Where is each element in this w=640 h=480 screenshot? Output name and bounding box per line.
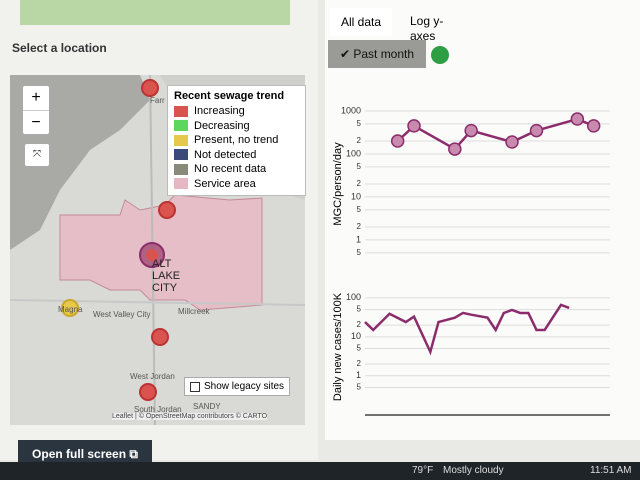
legend-label: Increasing [194, 105, 245, 118]
y-tick-label: 2 [357, 179, 362, 188]
legend-swatch [174, 178, 188, 190]
map-legend: Recent sewage trend Increasing Decreasing… [167, 85, 306, 196]
site-marker[interactable] [139, 383, 157, 401]
zoom-in[interactable]: + [23, 86, 49, 111]
toggle-knob[interactable] [431, 46, 449, 64]
legend-item: Not detected [174, 148, 299, 163]
y-tick-label: 5 [357, 344, 362, 353]
data-point [390, 134, 405, 148]
right-panel [325, 0, 640, 440]
data-line [364, 303, 570, 356]
legend-item: No recent data [174, 162, 299, 177]
legend-title: Recent sewage trend [174, 90, 285, 102]
top-banner [20, 0, 290, 25]
site-marker[interactable] [151, 328, 169, 346]
y-axis-title: Daily new cases/100K [332, 292, 344, 401]
site-marker[interactable] [158, 201, 176, 219]
legend-swatch [174, 163, 188, 175]
legend-swatch [174, 134, 188, 146]
data-point [586, 119, 601, 133]
open-full-screen-button[interactable]: Open full screen ⧉ [18, 440, 152, 466]
y-tick-label: 2 [357, 222, 362, 231]
button-label: Open full screen [32, 447, 127, 461]
place-label: South Jordan [134, 405, 182, 414]
clock: 11:51 AM [590, 465, 632, 476]
data-line [396, 117, 595, 151]
legacy-checkbox[interactable]: Show legacy sites [184, 377, 291, 396]
data-point [464, 123, 478, 138]
y-tick-label: 5 [357, 383, 362, 392]
place-label: Millcreek [178, 307, 210, 316]
y-tick-label: 100 [346, 148, 361, 158]
y-axis-title: MGC/person/day [332, 142, 344, 226]
data-point [505, 135, 519, 149]
site-marker[interactable] [61, 299, 79, 317]
y-tick-label: 1 [356, 370, 361, 380]
legend-label: No recent data [194, 163, 267, 176]
y-tick-label: 2 [357, 136, 362, 145]
data-point [529, 123, 544, 138]
tab-log-axes[interactable]: Log y-axes [410, 14, 444, 43]
y-tick-label: 5 [357, 248, 362, 257]
data-point [407, 119, 421, 133]
data-point [570, 112, 585, 126]
legend-swatch [174, 105, 188, 117]
legend-label: Present, no trend [194, 134, 279, 147]
y-tick-label: 5 [357, 205, 362, 214]
weather-condition: Mostly cloudy [443, 465, 504, 476]
site-marker[interactable] [141, 79, 159, 97]
road [9, 299, 306, 306]
attribution: Leaflet | © OpenStreetMap contributors ©… [112, 413, 268, 420]
data-point [448, 142, 462, 156]
taskbar: 79°F Mostly cloudy 11:51 AM [0, 462, 640, 480]
checkbox[interactable] [190, 381, 200, 392]
legend-label: Service area [194, 177, 256, 190]
past-month-button[interactable]: ✔ Past month [328, 40, 426, 68]
y-tick-label: 100 [346, 292, 361, 302]
legend-item: Present, no trend [174, 133, 299, 148]
y-tick-label: 5 [357, 162, 362, 171]
weather-temp: 79°F [412, 465, 434, 476]
legend-label: Decreasing [194, 119, 250, 132]
legend-item: Decreasing [174, 119, 299, 134]
y-tick-label: 10 [351, 191, 361, 201]
y-tick-label: 1 [356, 234, 361, 244]
tab-all-data[interactable]: All data [330, 8, 392, 36]
place-label: SANDY [193, 402, 221, 411]
legend-item: Increasing [174, 104, 299, 119]
y-tick-label: 10 [351, 331, 361, 341]
y-tick-label: 1000 [341, 105, 361, 115]
legend-label: Not detected [194, 148, 257, 161]
zoom-control: + − [22, 85, 50, 135]
place-label: West Jordan [130, 372, 175, 381]
site-marker[interactable] [146, 249, 158, 261]
zoom-out[interactable]: − [31, 114, 41, 131]
legend-swatch [174, 149, 188, 161]
legend-item: Service area [174, 177, 299, 192]
place-label: Magna [58, 305, 83, 314]
checkbox-label: Show legacy sites [204, 381, 285, 392]
y-tick-label: 2 [357, 359, 362, 368]
place-label: West Valley City [93, 310, 151, 319]
place-label: ALT LAKE CITY [152, 258, 181, 294]
fullscreen-map-button[interactable]: ⤧ [24, 143, 50, 167]
y-tick-label: 2 [357, 320, 362, 329]
y-tick-label: 5 [357, 305, 362, 314]
map-heading: Select a location [12, 41, 107, 55]
legend-swatch [174, 120, 188, 132]
place-label: Farr [150, 96, 165, 105]
y-tick-label: 5 [357, 119, 362, 128]
